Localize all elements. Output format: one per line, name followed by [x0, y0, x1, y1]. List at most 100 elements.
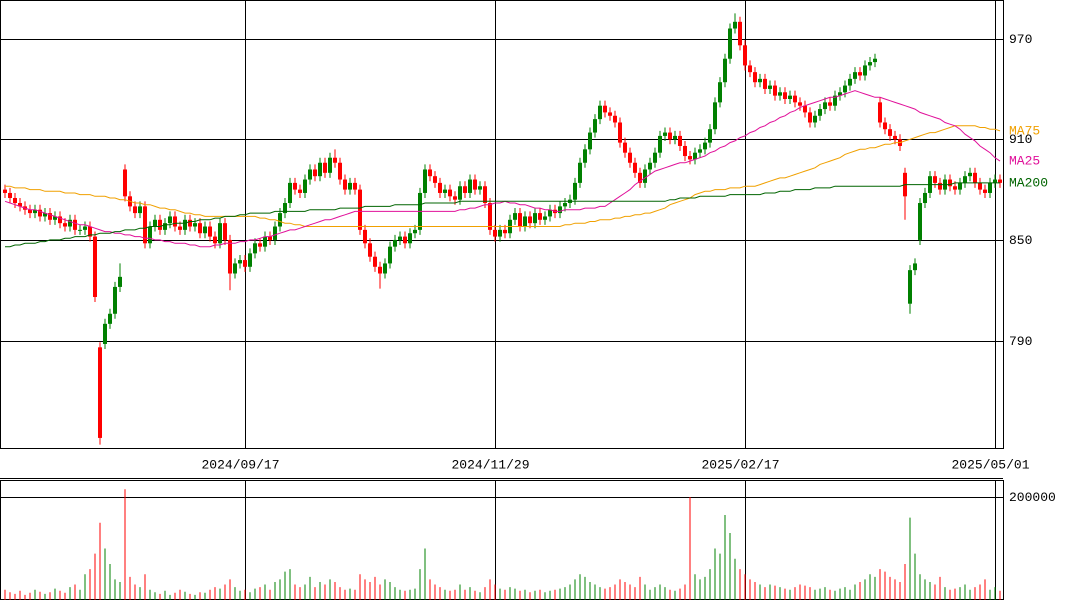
candle-body — [778, 92, 782, 96]
candle-body — [463, 186, 467, 193]
legend-label: MA200 — [1009, 175, 1048, 190]
candle-body — [788, 95, 792, 99]
candle-body — [783, 92, 787, 99]
candle-body — [813, 115, 817, 123]
candle-body — [858, 72, 862, 76]
candle-body — [423, 169, 427, 193]
candle-body — [213, 236, 217, 244]
candle-body — [768, 85, 772, 89]
candle-body — [658, 135, 662, 153]
candle-body — [938, 182, 942, 190]
candle-body — [13, 197, 17, 204]
candle-body — [933, 176, 937, 183]
candle-body — [518, 213, 522, 227]
candle-body — [583, 149, 587, 163]
candle-body — [28, 209, 32, 214]
candle-body — [498, 229, 502, 237]
price-frame — [0, 0, 1004, 449]
candle-body — [183, 219, 187, 230]
y-tick-label: 790 — [1009, 334, 1032, 349]
candle-body — [338, 162, 342, 180]
candle-body — [953, 186, 957, 190]
ma-line — [5, 125, 1001, 227]
candle-body — [408, 233, 412, 244]
candle-body — [863, 65, 867, 76]
candle-body — [828, 102, 832, 106]
candle-body — [133, 206, 137, 214]
candle-body — [118, 276, 122, 287]
y-tick-label: 970 — [1009, 32, 1032, 47]
candle-body — [103, 323, 107, 344]
candle-body — [623, 142, 627, 153]
candle-body — [48, 213, 52, 220]
candle-body — [383, 263, 387, 274]
x-tick-label: 2025/02/17 — [701, 457, 779, 472]
candle-body — [18, 203, 22, 207]
candle-body — [398, 236, 402, 240]
candle-body — [268, 236, 272, 240]
candle-body — [753, 72, 757, 83]
candle-body — [3, 189, 7, 193]
candle-body — [963, 176, 967, 183]
candle-body — [313, 169, 317, 177]
candle-body — [353, 182, 357, 190]
candle-body — [723, 58, 727, 83]
y-tick-label: 200000 — [1009, 490, 1056, 505]
candle-body — [43, 213, 47, 217]
candle-body — [123, 169, 127, 197]
candle-body — [958, 182, 962, 190]
legend-label: MA75 — [1009, 123, 1040, 138]
candle-body — [443, 189, 447, 193]
candle-body — [948, 179, 952, 187]
candle-body — [573, 182, 577, 200]
candle-body — [598, 105, 602, 120]
candle-body — [433, 176, 437, 183]
candle-body — [208, 226, 212, 237]
candle-body — [413, 229, 417, 234]
candle-body — [298, 189, 302, 193]
candle-body — [543, 216, 547, 220]
candle-body — [363, 229, 367, 244]
candle-body — [913, 263, 917, 271]
candle-body — [883, 122, 887, 130]
candle-body — [203, 226, 207, 234]
candle-body — [748, 65, 752, 73]
candle-body — [293, 182, 297, 190]
candle-body — [73, 219, 77, 230]
candle-body — [173, 216, 177, 227]
candle-body — [893, 135, 897, 140]
candle-body — [98, 347, 102, 438]
candle-body — [838, 92, 842, 96]
candle-body — [993, 179, 997, 183]
candle-body — [148, 226, 152, 244]
candle-body — [853, 72, 857, 79]
candle-body — [918, 203, 922, 240]
candle-body — [628, 152, 632, 163]
candle-body — [523, 216, 527, 227]
x-tick-label: 2025/05/01 — [951, 457, 1029, 472]
candle-body — [223, 223, 227, 240]
x-tick-label: 2024/11/29 — [451, 457, 529, 472]
candle-body — [78, 229, 82, 231]
candle-body — [558, 206, 562, 214]
candle-body — [978, 182, 982, 190]
candle-body — [528, 216, 532, 224]
candle-body — [158, 219, 162, 230]
candle-body — [848, 78, 852, 86]
candle-body — [308, 169, 312, 180]
candle-body — [253, 243, 257, 254]
y-tick-label: 850 — [1009, 233, 1032, 248]
candle-body — [738, 21, 742, 46]
candle-body — [758, 78, 762, 83]
candle-body — [143, 206, 147, 244]
candle-body — [318, 162, 322, 177]
candle-body — [358, 189, 362, 230]
candle-body — [488, 203, 492, 230]
candle-body — [108, 313, 112, 324]
candle-body — [843, 85, 847, 93]
candle-body — [988, 182, 992, 193]
candle-body — [763, 78, 767, 89]
candle-body — [613, 115, 617, 123]
y-tick-label: 910 — [1009, 132, 1032, 147]
candle-body — [808, 112, 812, 123]
